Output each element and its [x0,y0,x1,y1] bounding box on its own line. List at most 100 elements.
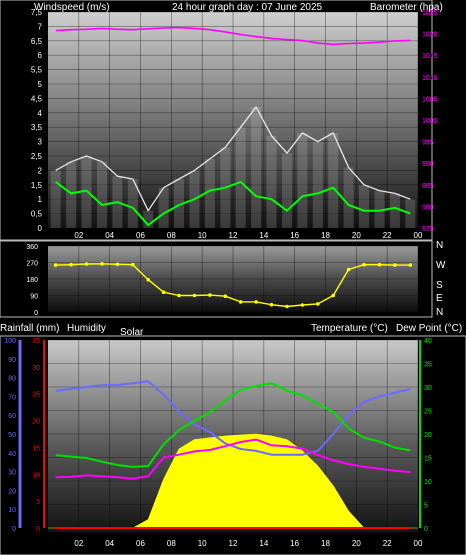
graph-title: 24 hour graph day : 07 June 2025 [172,2,323,13]
compass-n-top: N [436,240,443,251]
baro-y-tick-995: 995 [422,140,434,147]
wind-x-tick-18: 18 [321,231,330,240]
wind-gust-bar [97,161,107,228]
temp-y-tick-5: 5 [424,503,428,510]
humidity-y-tick-0: 0 [12,526,16,533]
temp-x-tick-08: 08 [167,539,176,548]
wind-y-tick-7: 7 [38,22,43,31]
baro-y-tick-1005: 1005 [422,96,438,103]
wind-y-tick-2,5: 2,5 [31,152,43,161]
temp-y-tick-35: 35 [424,362,432,369]
humidity-y-tick-90: 90 [8,357,16,364]
barometer-line [55,26,411,46]
humidity-y-tick-70: 70 [8,394,16,401]
rain-y-tick-15: 15 [32,445,40,452]
baro-y-tick-975: 975 [422,226,434,233]
temp-x-tick-16: 16 [290,539,299,548]
wind-gust-bar [143,210,154,228]
wind-y-tick-5,5: 5,5 [31,66,43,75]
humidity-axis-title: Humidity [67,323,106,334]
wind-gust-bar [66,161,77,228]
wind-y-tick-0: 0 [38,224,43,233]
baro-y-tick-1015: 1015 [422,53,438,60]
wind-gust-bar [312,141,323,228]
wind-gust-line [55,106,411,212]
windspeed-axis-title: Windspeed (m/s) [34,2,110,13]
tick-labels: 0 0,5 1 1,5 2 2,5 3 3,5 4 4,5 5 5,5 6 6,5 7 7,5 975 980 98… [4,8,437,548]
wind-gust-bar [251,107,262,228]
baro-y-tick-1025: 1025 [422,10,438,17]
dewpoint-axis-title: Dew Point (°C) [396,323,462,334]
chart-marks [48,26,418,529]
dir-y-tick-180: 180 [26,277,38,284]
rainfall-axis-title: Rainfall (mm) [0,323,59,334]
wind-x-tick-04: 04 [105,231,114,240]
temp-x-tick-02: 02 [74,539,83,548]
baro-y-tick-1020: 1020 [422,32,438,39]
baro-y-tick-1010: 1010 [422,75,438,82]
wind-gust-bar [204,158,215,228]
wind-y-tick-2: 2 [38,166,43,175]
wind-y-tick-0,5: 0,5 [31,210,43,219]
wind-y-tick-7,5: 7,5 [31,8,43,17]
top-panel-frame [0,0,433,241]
humidity-line [55,380,411,456]
dewpoint-line [55,438,411,480]
wind-x-tick-08: 08 [167,231,176,240]
wind-average-line [55,180,411,227]
humidity-y-tick-10: 10 [8,507,16,514]
wind-direction-trace [55,263,411,308]
wind-gust-bar [235,127,246,228]
wind-x-tick-22: 22 [383,231,392,240]
humidity-y-tick-20: 20 [8,488,16,495]
temp-y-tick-20: 20 [424,432,432,439]
wind-direction-point [53,263,58,267]
dir-y-tick-270: 270 [26,261,38,268]
wind-gust-bar [389,193,400,228]
rain-y-tick-10: 10 [32,472,40,479]
wind-y-tick-4,5: 4,5 [31,94,43,103]
humidity-y-tick-50: 50 [8,432,16,439]
wind-x-tick-12: 12 [229,231,238,240]
wind-gust-bar [297,133,308,228]
rain-y-tick-0: 0 [36,526,40,533]
baro-y-tick-980: 980 [422,204,434,211]
compass-s: S [436,280,443,291]
temperature-line [55,382,411,468]
compass-e: E [436,293,443,304]
temp-y-tick-40: 40 [424,338,432,345]
temp-x-tick-00: 00 [414,539,423,548]
temp-x-tick-14: 14 [259,539,268,548]
temp-y-tick-0: 0 [424,526,428,533]
wind-y-tick-6: 6 [38,51,43,60]
compass-n-bottom: N [436,307,443,318]
temperature-axis-title: Temperature (°C) [311,323,388,334]
humidity-y-tick-100: 100 [4,338,16,345]
bottom-panel-frame [0,335,466,555]
dir-y-tick-0: 0 [34,310,38,317]
humidity-y-tick-60: 60 [8,413,16,420]
dir-y-tick-90: 90 [30,294,38,301]
temp-x-tick-18: 18 [321,539,330,548]
wind-gust-bar [328,133,339,228]
wind-y-tick-1,5: 1,5 [31,181,43,190]
wind-x-tick-00: 00 [414,231,423,240]
barometer-axis-title: Barometer (hpa) [370,2,443,13]
wind-gust-bar [359,184,369,228]
baro-y-tick-990: 990 [422,161,434,168]
wind-y-tick-4: 4 [38,109,43,118]
wind-y-tick-6,5: 6,5 [31,37,43,46]
middle-panel-frame [0,240,433,318]
wind-x-tick-02: 02 [74,231,83,240]
wind-gust-bar [50,170,61,228]
temp-y-tick-15: 15 [424,456,432,463]
wind-gust-bar [374,190,385,228]
wind-gust-bar [343,167,354,228]
rain-y-tick-20: 20 [32,419,40,426]
dir-y-tick-360: 360 [26,244,38,251]
wind-x-tick-20: 20 [352,231,361,240]
wind-x-tick-06: 06 [136,231,145,240]
humidity-y-tick-30: 30 [8,470,16,477]
temp-x-tick-22: 22 [383,539,392,548]
